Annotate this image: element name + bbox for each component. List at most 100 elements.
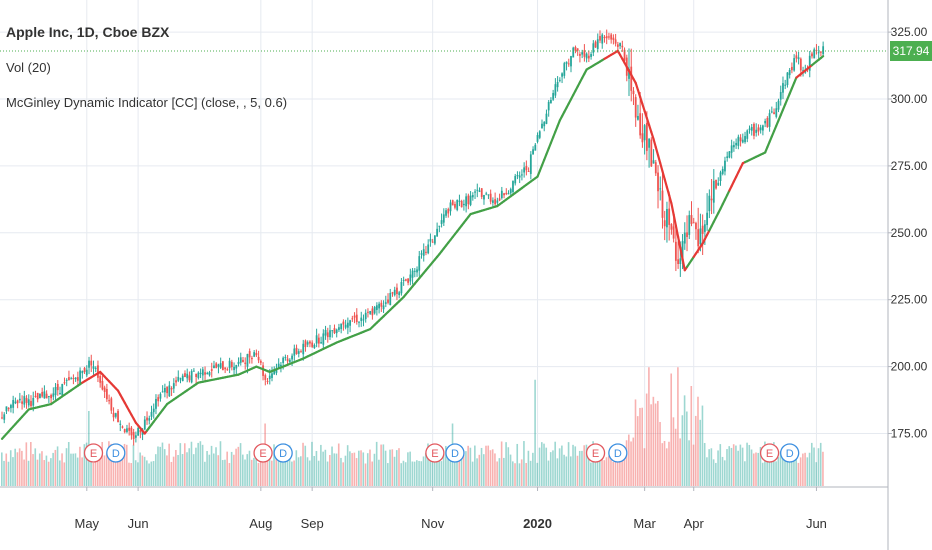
- candle-body: [228, 360, 231, 369]
- volume-bar: [148, 463, 150, 486]
- candle-body: [505, 192, 508, 195]
- volume-bar: [616, 456, 619, 486]
- volume-bar: [157, 446, 159, 486]
- candle-body: [788, 69, 791, 76]
- volume-bar: [547, 460, 550, 486]
- candle-body: [757, 127, 760, 132]
- candle-body: [255, 352, 258, 356]
- y-tick-label: 250.00: [891, 226, 928, 240]
- candle-body: [172, 383, 175, 389]
- volume-bar: [74, 453, 77, 486]
- volume-bar: [599, 455, 601, 486]
- event-marker-letter: D: [112, 448, 120, 460]
- candle-body: [235, 364, 238, 369]
- candle-body: [467, 195, 470, 205]
- candle-body: [393, 289, 396, 296]
- volume-bar: [382, 444, 385, 486]
- volume-bar: [248, 450, 251, 486]
- volume-bar: [480, 447, 483, 486]
- candle-body: [683, 232, 686, 244]
- candle-body: [112, 412, 115, 418]
- volume-bar: [449, 461, 452, 486]
- time-axis[interactable]: May Jun Aug Sep Nov 2020 Mar Apr Jun: [75, 487, 827, 531]
- candle-body: [134, 435, 137, 438]
- volume-bar: [67, 442, 70, 486]
- candle-body: [465, 196, 468, 207]
- mcginley-indicator-label[interactable]: McGinley Dynamic Indicator [CC] (close, …: [6, 95, 288, 110]
- volume-bar: [507, 447, 510, 486]
- candle-body: [462, 203, 465, 206]
- candle-body: [469, 195, 472, 205]
- volume-bar: [715, 462, 717, 486]
- candle-body: [612, 37, 615, 40]
- volume-bar: [429, 455, 432, 486]
- volume-bar: [400, 463, 403, 486]
- volume-bar: [679, 438, 681, 486]
- candle-body: [724, 160, 726, 172]
- volume-bar: [661, 443, 664, 486]
- candle-body: [280, 364, 282, 367]
- volume-bar: [543, 443, 545, 486]
- candle-body: [157, 397, 160, 402]
- candle-body: [61, 383, 64, 396]
- candle-body: [282, 357, 285, 363]
- volume-bar: [181, 454, 184, 486]
- candle-body: [761, 125, 764, 131]
- candle-body: [184, 373, 186, 378]
- symbol-title[interactable]: Apple Inc, 1D, Cboe BZX: [6, 24, 170, 40]
- candle-body: [402, 279, 405, 281]
- candle-body: [304, 340, 307, 348]
- volume-bar: [215, 447, 217, 486]
- candle-body: [300, 351, 302, 353]
- volume-bar: [764, 441, 766, 486]
- volume-indicator-label[interactable]: Vol (20): [6, 60, 51, 75]
- volume-bar: [621, 444, 623, 486]
- volume-bar: [494, 453, 496, 486]
- candle-body: [670, 224, 673, 230]
- volume-bar: [752, 453, 755, 486]
- volume-bar: [362, 452, 365, 486]
- candle-body: [324, 329, 327, 336]
- volume-bar: [465, 451, 467, 486]
- volume-bar: [43, 460, 45, 486]
- volume-bar: [201, 444, 204, 486]
- volume-bar: [648, 367, 650, 486]
- volume-bar: [766, 460, 768, 486]
- volume-bar: [373, 453, 376, 486]
- volume-bar: [389, 449, 391, 486]
- volume-bar: [275, 451, 278, 486]
- candle-body: [695, 222, 697, 230]
- candle-body: [264, 375, 267, 380]
- volume-bar: [25, 442, 28, 486]
- volume-bar: [5, 453, 8, 486]
- candle-body: [712, 180, 715, 203]
- price-axis[interactable]: 175.00 200.00 225.00 250.00 275.00 300.00 325.…: [0, 25, 928, 440]
- candle-body: [496, 200, 499, 203]
- volume-bar: [110, 443, 112, 486]
- volume-bar: [166, 455, 168, 486]
- candle-body: [168, 385, 171, 397]
- candle-body: [175, 380, 177, 383]
- candle-body: [313, 344, 316, 349]
- volume-bar: [701, 405, 704, 486]
- volume-bar: [326, 461, 329, 486]
- candle-body: [690, 215, 693, 224]
- candle-body: [286, 358, 289, 362]
- volume-bar: [306, 457, 309, 486]
- candle-body: [188, 375, 191, 381]
- candle-body: [355, 314, 358, 323]
- volume-bar: [286, 454, 289, 486]
- candle-body: [460, 200, 463, 208]
- candle-body: [527, 170, 530, 172]
- mcginley-segment: [645, 116, 651, 127]
- candle-body: [52, 393, 55, 397]
- volume-bar: [146, 460, 148, 486]
- volume-bar: [728, 446, 731, 486]
- mcginley-segment: [654, 146, 660, 157]
- candle-body: [257, 356, 260, 361]
- volume-bar: [175, 449, 177, 486]
- candle-body: [795, 55, 798, 59]
- candle-body: [797, 57, 800, 60]
- mcginley-segment: [674, 224, 680, 238]
